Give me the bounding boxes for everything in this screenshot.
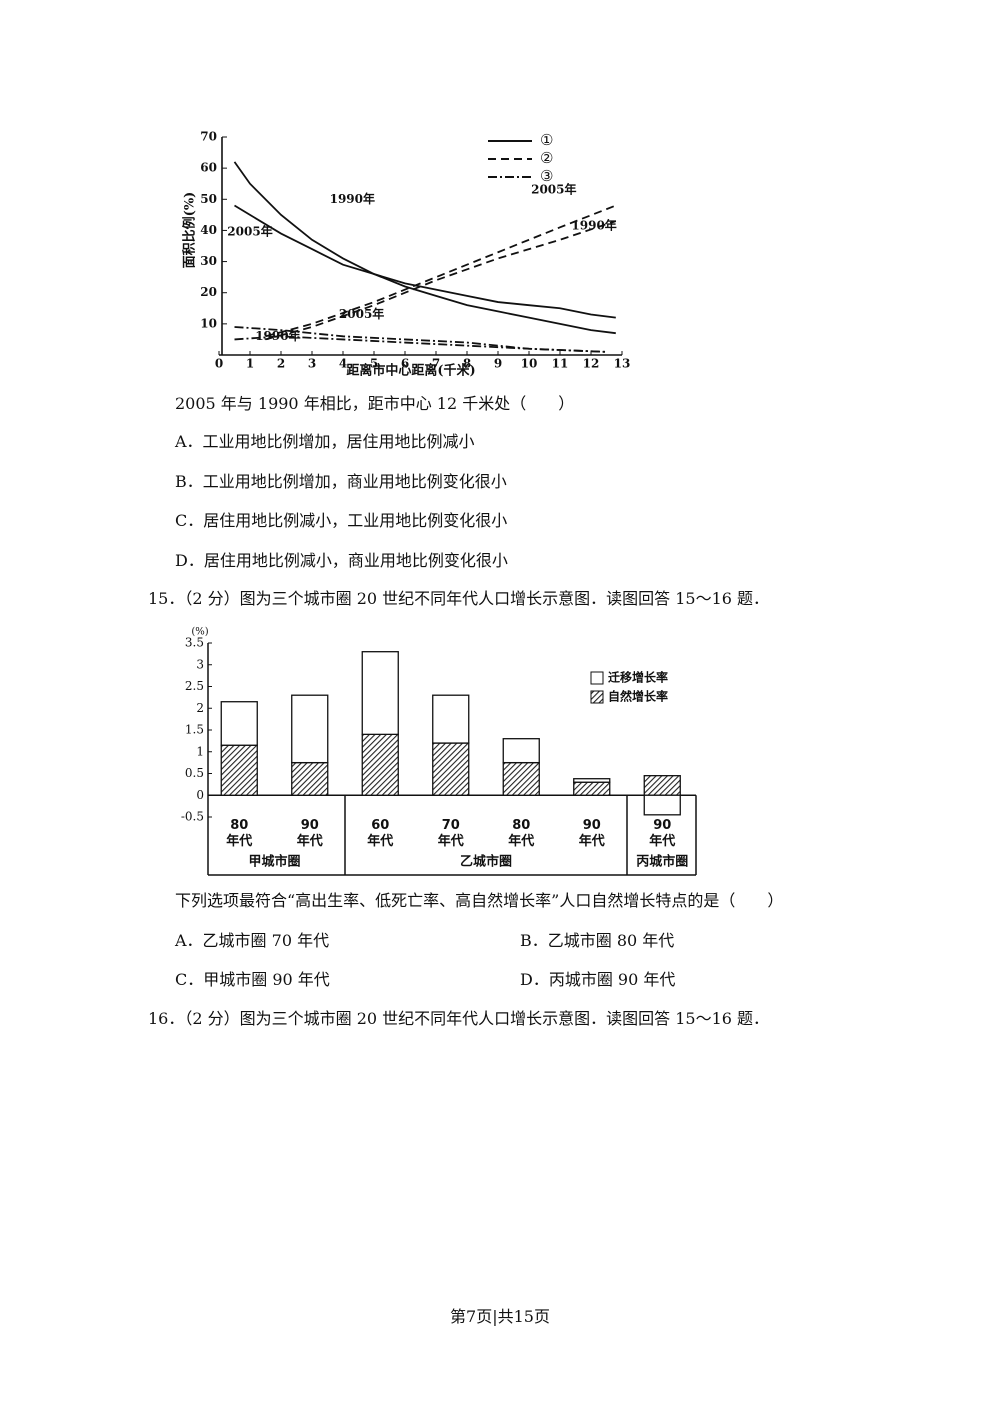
bar-segment [220,701,258,746]
x-tick-label: 9 [494,357,502,371]
x-axis-label: 距离市中心距离(千米) [346,363,475,379]
legend-label: ② [540,149,553,167]
x-tick-label: 11 [552,357,569,371]
y-axis-label: 面积比例(%) [182,192,198,269]
y-tick-label: 20 [200,285,217,299]
line-label: 1990年 [330,191,375,206]
x-tick-label: 80 年代 [508,818,535,849]
option: A．乙城市圈 70 年代 [175,931,330,950]
x-tick-label: 60 年代 [367,818,394,849]
x-tick-label: 4 [339,357,347,371]
x-tick-label: 5 [370,357,378,371]
x-tick-label: 90 年代 [578,818,605,849]
x-tick-label: 0 [215,357,223,371]
line-label: 1990年 [255,328,300,343]
bar-segment [643,794,681,816]
option: B．乙城市圈 80 年代 [520,931,675,950]
bar-segment [361,733,399,796]
page-footer: 第7页|共15页 [450,1307,550,1326]
x-tick-label: 90 年代 [649,818,676,849]
y-tick-label: -0.5 [181,810,204,824]
y-axis-label: (%) [191,627,208,638]
y-tick-label: 0.5 [185,766,204,780]
bar-segment [573,781,611,796]
option: B．工业用地比例增加，商业用地比例变化很小 [175,472,507,491]
option: D．居住用地比例减小，商业用地比例变化很小 [175,551,508,570]
line-label: 2005年 [531,181,576,196]
bar-segment [291,694,329,764]
data-line [234,335,607,353]
group-label: 甲城市圈 [248,854,300,870]
x-tick-label: 3 [308,357,316,371]
line-label: 2005年 [227,223,272,238]
x-tick-label: 70 年代 [437,818,464,849]
x-tick-label: 10 [521,357,538,371]
group-label: 丙城市圈 [636,854,688,870]
question-stem: 下列选项最符合“高出生率、低死亡率、高自然增长率”人口自然增长特点的是（ ） [175,891,784,910]
x-tick-label: 6 [401,357,409,371]
option: A．工业用地比例增加，居住用地比例减小 [175,432,475,451]
option: D．丙城市圈 90 年代 [520,970,676,989]
question-stem: 2005 年与 1990 年相比，距市中心 12 千米处（ ） [175,394,575,413]
legend-label: 自然增长率 [608,689,668,704]
y-tick-label: 1 [196,744,204,758]
x-tick-label: 80 年代 [226,818,253,849]
data-line [265,204,617,338]
x-tick-label: 12 [583,357,600,371]
bar-segment [502,738,540,764]
option: C．甲城市圈 90 年代 [175,970,330,989]
line-label: 1990年 [571,217,616,232]
bar-segment [432,742,470,796]
legend-swatch [590,671,604,685]
option: C．居住用地比例减小，工业用地比例变化很小 [175,511,508,530]
group-label: 乙城市圈 [460,854,512,870]
x-tick-label: 2 [277,357,285,371]
y-tick-label: 40 [200,223,217,237]
legend-label: ③ [540,167,553,185]
y-tick-label: 60 [200,161,217,175]
x-tick-label: 90 年代 [296,818,323,849]
data-line [233,161,616,335]
x-tick-label: 8 [463,357,471,371]
y-tick-label: 2 [196,701,204,715]
x-tick-label: 13 [614,357,631,371]
question-intro: 16．（2 分）图为三个城市圈 20 世纪不同年代人口增长示意图．读图回答 15… [148,1009,770,1028]
bar-segment [291,761,329,796]
legend-swatch [590,690,604,704]
y-tick-label: 3 [196,657,204,671]
y-tick-label: 0 [196,788,204,802]
legend-label: 迁移增长率 [608,670,668,685]
bar-segment [573,778,611,783]
x-tick-label: 1 [246,357,254,371]
y-tick-label: 30 [200,254,217,268]
y-tick-label: 3.5 [185,636,204,650]
bar-segment [502,761,540,796]
question-intro: 15．（2 分）图为三个城市圈 20 世纪不同年代人口增长示意图．读图回答 15… [148,589,770,608]
line-label: 2005年 [339,306,384,321]
y-tick-label: 50 [200,192,217,206]
y-tick-label: 70 [200,130,217,144]
legend-label: ① [540,131,553,149]
bar-segment [361,651,399,736]
bar-segment [432,694,470,744]
y-tick-label: 10 [200,316,217,330]
x-tick-label: 7 [432,357,440,371]
bar-segment [220,744,258,796]
bar-segment [643,775,681,796]
y-tick-label: 2.5 [185,679,204,693]
y-tick-label: 1.5 [185,723,204,737]
